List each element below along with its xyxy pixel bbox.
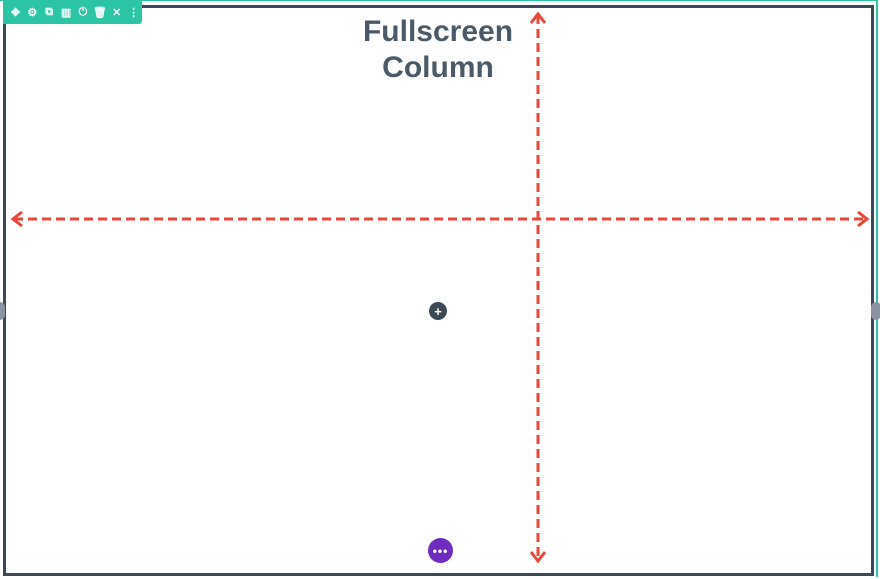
right-arrowhead [857,210,870,228]
move-icon[interactable]: ✥ [10,6,21,19]
page-title: Fullscreen Column [338,14,538,86]
section-toolbar: ✥ ⚙ ⧉ ▥ ⏻ 🗑 ✕ ⋮ [3,0,142,24]
title-line-2: Column [382,51,494,84]
add-module-button[interactable]: + [429,302,447,320]
left-resize-handle[interactable] [0,302,5,320]
top-arrowhead [529,11,547,24]
title-line-1: Fullscreen [362,15,514,48]
gear-icon[interactable]: ⚙ [27,6,38,19]
close-icon[interactable]: ✕ [112,6,122,19]
fullscreen-section[interactable] [3,5,874,576]
bottom-arrowhead [529,551,547,564]
duplicate-icon[interactable]: ⧉ [45,5,54,18]
power-icon[interactable]: ⏻ [78,5,88,18]
columns-icon[interactable]: ▥ [60,6,72,19]
right-resize-handle[interactable] [871,302,880,320]
trash-icon[interactable]: 🗑 [92,6,107,19]
more-options-button[interactable]: ••• [428,538,453,563]
more-vertical-icon[interactable]: ⋮ [128,6,140,19]
left-arrowhead [10,210,23,228]
